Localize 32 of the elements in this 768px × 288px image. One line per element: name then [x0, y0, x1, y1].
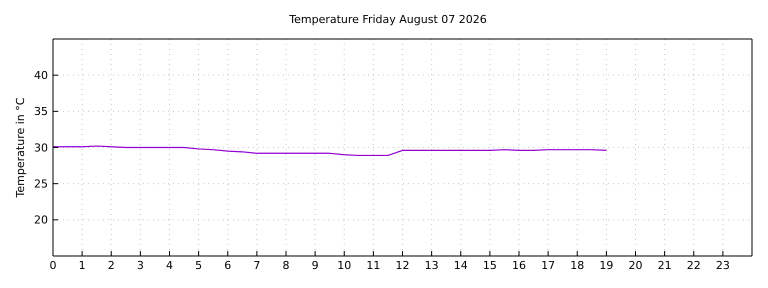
x-tick-label: 19	[599, 258, 614, 272]
x-tick-label: 5	[195, 258, 202, 272]
x-tick-label: 12	[396, 258, 410, 272]
x-tick-label: 23	[716, 258, 730, 272]
y-tick-label: 30	[34, 141, 48, 154]
chart-title: Temperature Friday August 07 2026	[288, 13, 488, 26]
x-tick-label: 7	[253, 258, 260, 272]
x-tick-label: 21	[658, 258, 672, 272]
x-tick-label: 17	[541, 258, 556, 272]
x-tick-label: 9	[312, 258, 319, 272]
x-tick-label: 11	[366, 258, 380, 272]
y-tick-label: 35	[34, 105, 48, 118]
x-tick-label: 15	[482, 258, 497, 272]
x-tick-label: 4	[166, 258, 173, 272]
y-tick-label: 25	[34, 178, 48, 191]
x-tick-label: 0	[50, 258, 56, 272]
x-tick-label: 2	[108, 258, 115, 272]
x-tick-label: 3	[136, 258, 144, 272]
x-tick-label: 18	[570, 258, 584, 272]
x-tick-label: 22	[686, 258, 701, 272]
x-tick-label: 16	[512, 258, 526, 272]
x-tick-label: 14	[454, 258, 468, 272]
y-tick-label: 20	[34, 214, 48, 227]
y-tick-label: 40	[34, 69, 48, 82]
line-series	[53, 145, 607, 156]
x-tick-label: 13	[424, 258, 439, 272]
y-axis-title: Temperature in °C	[14, 97, 27, 198]
x-tick-label: 1	[78, 258, 86, 272]
x-tick-label: 10	[337, 258, 352, 272]
x-tick-label: 20	[628, 258, 642, 272]
x-tick-label: 6	[224, 258, 232, 272]
x-tick-label: 8	[282, 258, 290, 272]
